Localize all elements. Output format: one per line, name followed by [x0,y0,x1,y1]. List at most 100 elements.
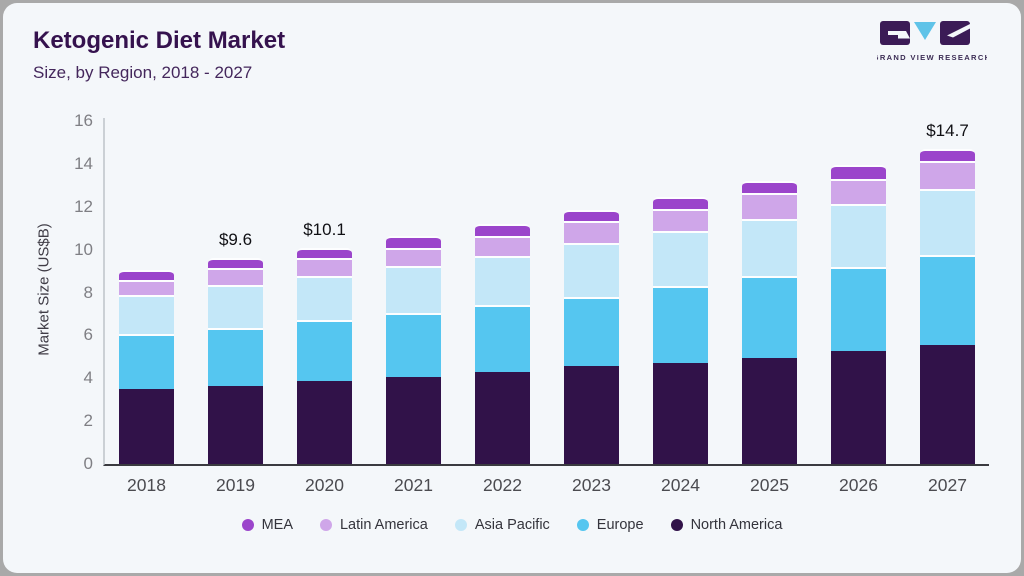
legend-item-europe: Europe [576,517,644,533]
bar-segment-asia-pacific-2019 [208,285,263,328]
x-tick-2022: 2022 [483,475,522,495]
bar-segment-mea-2018 [119,270,174,280]
x-tick-2021: 2021 [394,475,433,495]
legend-label: Asia Pacific [474,517,550,533]
bar-segment-asia-pacific-2024 [653,231,708,287]
x-tick-2018: 2018 [127,475,166,495]
bar-segment-mea-2026 [831,164,886,179]
bar-segment-latin-america-2026 [831,178,886,204]
bar-segment-north-america-2022 [475,371,530,464]
y-tick-16: 16 [74,111,93,130]
bar-2018 [119,270,174,464]
x-tick-2024: 2024 [661,475,700,495]
value-label-2027: $14.7 [926,120,969,140]
x-tick-2020: 2020 [305,475,344,495]
bar-2021 [386,235,441,464]
bar-segment-mea-2019 [208,258,263,268]
bar-segment-mea-2020 [297,247,352,259]
legend-dot-icon [576,519,589,531]
legend-item-mea: MEA [241,517,293,533]
bar-segment-mea-2023 [564,209,619,221]
y-tick-0: 0 [83,454,93,473]
x-tick-2025: 2025 [750,475,789,495]
bar-2024 [653,197,708,464]
legend-item-north-america: North America [670,517,783,533]
legend-dot-icon [319,519,332,531]
y-axis-title: Market Size (US$B) [35,223,53,356]
x-tick-2027: 2027 [928,475,967,495]
value-label-2019: $9.6 [218,230,253,250]
bar-segment-asia-pacific-2018 [119,294,174,335]
legend-dot-icon [454,519,467,531]
legend-label: Latin America [339,517,428,533]
bar-segment-asia-pacific-2025 [742,218,797,277]
bar-segment-asia-pacific-2026 [831,203,886,267]
gvr-logo-mark: GRAND VIEW RESEARCH [873,21,990,62]
bar-segment-europe-2019 [208,327,263,386]
bar-segment-north-america-2024 [653,363,708,464]
x-axis-ticks: 2018 2019 2020 2021 2022 2023 2024 2025 2026 2027 [119,475,975,496]
bar-segment-north-america-2018 [119,388,174,464]
y-axis-ticks: 0 2 4 6 8 10 12 14 16 [51,3,93,573]
bar-segment-europe-2026 [831,266,886,352]
bar-2022 [475,223,530,464]
bar-segment-latin-america-2022 [475,235,530,257]
bar-segment-latin-america-2025 [742,192,797,219]
bar-segment-latin-america-2021 [386,247,441,266]
bar-segment-europe-2018 [119,334,174,389]
bar-segment-asia-pacific-2022 [475,256,530,306]
x-tick-2026: 2026 [839,475,878,495]
y-tick-14: 14 [74,153,93,173]
bar-segment-north-america-2021 [386,377,441,464]
legend-label: MEA [261,517,293,533]
bar-segment-north-america-2019 [208,385,263,464]
legend-item-asia-pacific: Asia Pacific [454,517,550,533]
legend-item-latin-america: Latin America [319,517,428,533]
bar-segment-mea-2024 [653,197,708,209]
bar-2023 [564,209,619,464]
bar-segment-europe-2021 [386,312,441,378]
bar-2020: $10.1 [297,220,352,464]
bar-segment-latin-america-2020 [297,258,352,277]
legend-label: North America [690,517,783,533]
value-label-2020: $10.1 [303,219,346,239]
bar-segment-mea-2027 [920,148,975,161]
bar-segment-latin-america-2027 [920,160,975,189]
bar-segment-europe-2027 [920,255,975,346]
x-tick-2019: 2019 [216,475,255,495]
bar-segment-north-america-2025 [742,357,797,464]
bar-segment-europe-2022 [475,305,530,372]
y-tick-4: 4 [83,368,93,388]
bar-2027: $14.7 [920,121,975,464]
legend: MEA Latin America Asia Pacific Europe North … [3,517,1021,533]
y-tick-10: 10 [74,239,93,259]
bar-segment-latin-america-2019 [208,267,263,286]
bar-segment-mea-2025 [742,181,797,193]
chart-card: Ketogenic Diet Market Size, by Region, 2… [3,3,1021,573]
bar-segment-asia-pacific-2027 [920,188,975,255]
gvr-logo: GRAND VIEW RESEARCH [873,19,990,70]
legend-label: Europe [596,517,644,533]
bar-segment-north-america-2026 [831,351,886,464]
bar-segment-asia-pacific-2021 [386,265,441,313]
y-tick-6: 6 [83,325,93,345]
bar-segment-north-america-2020 [297,381,352,464]
bar-segment-europe-2023 [564,296,619,367]
bar-segment-europe-2020 [297,320,352,382]
gvr-logo-text: GRAND VIEW RESEARCH [877,53,987,62]
bar-segment-latin-america-2024 [653,208,708,232]
y-tick-8: 8 [83,282,93,302]
bar-segment-mea-2022 [475,223,530,236]
plot-area [103,118,989,466]
x-tick-2023: 2023 [572,475,611,495]
bars-container: $9.6 $10.1 $14.7 [119,121,975,464]
legend-dot-icon [670,519,683,531]
bar-2026 [831,164,886,464]
bar-2025 [742,181,797,464]
bar-segment-latin-america-2018 [119,279,174,295]
bar-segment-north-america-2023 [564,366,619,464]
y-tick-12: 12 [74,196,93,216]
bar-segment-europe-2025 [742,276,797,358]
bar-segment-asia-pacific-2023 [564,243,619,297]
bar-2019: $9.6 [208,230,263,464]
